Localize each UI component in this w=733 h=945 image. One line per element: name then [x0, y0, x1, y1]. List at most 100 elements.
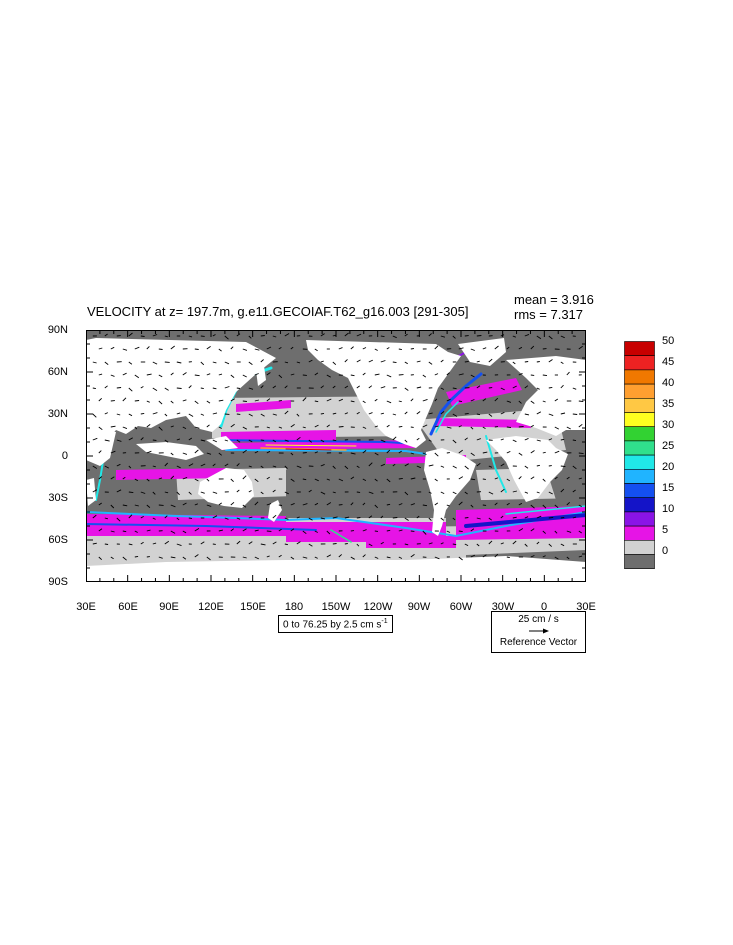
velocity-vector	[386, 529, 391, 532]
velocity-vector	[578, 423, 583, 428]
velocity-vector	[350, 502, 354, 506]
velocity-vector	[128, 332, 133, 337]
velocity-vector	[176, 517, 180, 521]
velocity-vector	[374, 478, 378, 482]
velocity-vector	[506, 556, 510, 559]
velocity-vector	[572, 387, 577, 390]
velocity-vector	[344, 543, 348, 545]
velocity-vector	[554, 450, 560, 454]
velocity-vector	[374, 425, 378, 428]
velocity-vector	[422, 504, 428, 507]
velocity-vector	[572, 439, 577, 442]
velocity-vector	[542, 530, 547, 534]
velocity-vector	[500, 438, 504, 441]
velocity-vector	[386, 556, 391, 559]
velocity-vector	[482, 398, 487, 402]
velocity-vector	[446, 530, 451, 533]
velocity-vector	[536, 335, 542, 340]
velocity-vector	[392, 463, 396, 467]
velocity-vector	[200, 541, 205, 545]
velocity-vector	[194, 554, 199, 558]
velocity-vector	[404, 439, 408, 443]
velocity-vector	[578, 555, 583, 558]
velocity-vector	[458, 347, 464, 350]
velocity-vector	[116, 387, 122, 389]
velocity-vector	[128, 413, 133, 417]
velocity-vector	[98, 426, 103, 431]
contour-info-box: 0 to 76.25 by 2.5 cm s-1	[278, 615, 393, 634]
velocity-vector	[494, 397, 499, 402]
velocity-vector	[470, 504, 474, 508]
velocity-vector	[98, 476, 103, 480]
velocity-vector	[212, 515, 218, 519]
velocity-vectors	[92, 332, 584, 561]
velocity-vector	[452, 439, 457, 444]
colorbar-label-25: 25	[662, 440, 675, 452]
velocity-vector	[236, 333, 241, 337]
velocity-vector	[560, 488, 565, 493]
lat-label-90s: 90S	[48, 576, 68, 588]
velocity-vector	[104, 412, 108, 415]
velocity-vector	[506, 400, 512, 403]
velocity-vector	[422, 424, 428, 428]
velocity-vector	[176, 412, 181, 415]
velocity-vector	[140, 412, 145, 415]
velocity-vector	[206, 346, 211, 350]
velocity-vector	[548, 438, 553, 441]
axis-ticks	[86, 330, 586, 582]
velocity-vector	[212, 334, 216, 337]
velocity-vector	[170, 345, 175, 350]
velocity-vector	[278, 399, 282, 402]
velocity-vector	[512, 385, 517, 389]
velocity-vector	[350, 556, 355, 560]
velocity-vector	[374, 452, 379, 456]
velocity-vector	[248, 335, 252, 339]
velocity-vector	[476, 360, 480, 363]
velocity-vector	[404, 543, 409, 546]
velocity-vector	[194, 503, 198, 506]
velocity-vector	[158, 348, 163, 350]
velocity-vector	[398, 348, 402, 351]
colorbar-swatch	[624, 412, 655, 427]
velocity-vector	[104, 543, 109, 545]
velocity-vector	[458, 530, 463, 533]
velocity-vector	[128, 514, 133, 519]
velocity-vector	[332, 543, 337, 545]
velocity-vector	[386, 400, 392, 404]
velocity-vector	[230, 528, 234, 532]
velocity-vector	[236, 439, 241, 443]
velocity-vector	[266, 555, 270, 558]
velocity-vector	[152, 439, 157, 441]
velocity-vector	[212, 412, 218, 415]
velocity-vector	[302, 397, 307, 402]
velocity-vector	[548, 543, 553, 547]
velocity-vector	[284, 439, 289, 442]
velocity-vector	[326, 554, 332, 558]
velocity-vector	[290, 424, 295, 428]
velocity-vector	[248, 361, 253, 365]
velocity-vector	[416, 465, 421, 469]
velocity-vector	[566, 556, 570, 560]
velocity-vector	[308, 543, 313, 547]
plot-title: VELOCITY at z= 197.7m, g.e11.GECOIAF.T62…	[87, 304, 469, 319]
velocity-vector	[158, 400, 163, 405]
velocity-vector	[242, 504, 247, 508]
velocity-vector	[410, 398, 414, 402]
velocity-vector	[368, 491, 374, 495]
velocity-vector	[566, 476, 570, 480]
velocity-vector	[320, 463, 325, 467]
velocity-vector	[224, 335, 229, 340]
velocity-vector	[386, 347, 390, 350]
velocity-vector	[218, 373, 223, 376]
velocity-vector	[470, 478, 476, 481]
velocity-vector	[506, 346, 510, 350]
velocity-vector	[146, 478, 150, 482]
velocity-vector	[458, 400, 463, 403]
velocity-vector	[302, 530, 307, 535]
velocity-vector	[248, 516, 253, 519]
velocity-vector	[314, 478, 319, 482]
velocity-vector	[392, 361, 397, 364]
velocity-vector	[542, 400, 546, 403]
velocity-vector	[164, 387, 169, 391]
velocity-vector	[374, 398, 378, 402]
